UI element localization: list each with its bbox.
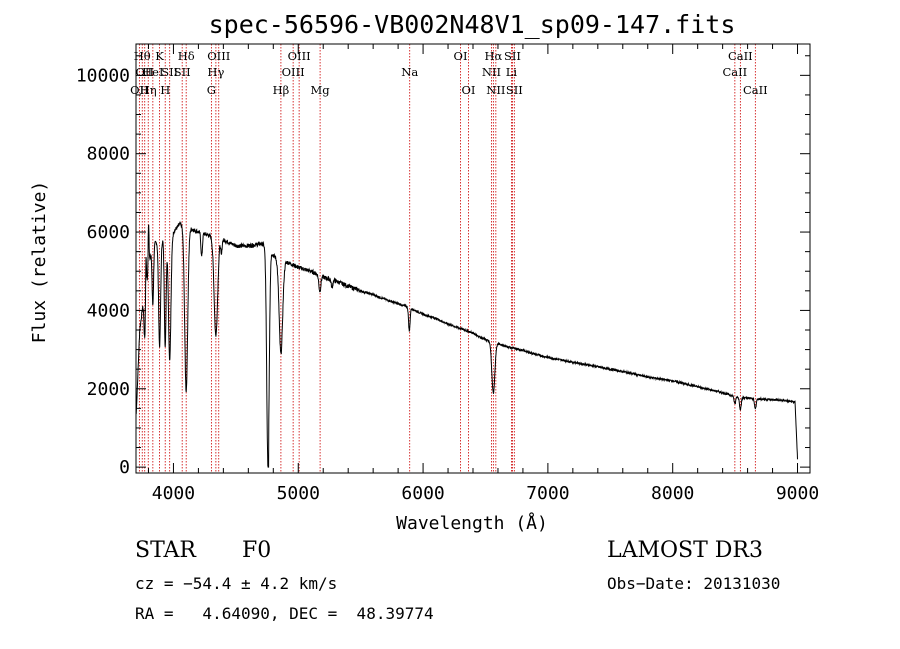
marker-label-caii: CaII [728,49,753,63]
marker-label-hβ: Hβ [273,83,290,97]
marker-label-oiii: OIII [282,65,305,79]
marker-label-caii: CaII [743,83,768,97]
marker-label-sii: SII [161,65,178,79]
marker-label-hη: Hη [140,83,157,97]
y-tick-label-2000: 2000 [87,379,130,400]
marker-label-na: Na [401,65,418,79]
marker-label-k: K [155,49,164,63]
y-tick-label-0: 0 [119,457,130,478]
marker-label-nii: NII [482,65,501,79]
object-class: STAR [135,538,196,563]
x-axis-label: Wavelength (Å) [396,512,548,534]
marker-label-h: H [160,83,170,97]
marker-label-sii: SII [504,49,521,63]
marker-label-sii: SII [174,65,191,79]
chart-title: spec-56596-VB002N48V1_sp09-147.fits [209,10,736,39]
line-markers [138,44,756,473]
marker-label-hδ: Hδ [178,49,195,63]
x-tick-label-8000: 8000 [651,483,694,504]
marker-label-hθ: Hθ [134,49,151,63]
observation-date: Obs−Date: 20131030 [607,574,781,593]
plot-frame [135,43,811,474]
x-tick-label-4000: 4000 [152,483,195,504]
marker-label-hγ: Hγ [207,65,224,79]
marker-label-hα: Hα [484,49,502,63]
marker-label-oi: OI [462,83,476,97]
spectrum-line [135,220,798,468]
x-tick-label-6000: 6000 [401,483,444,504]
marker-label-oi: OI [454,49,468,63]
marker-label-sii: SII [506,83,523,97]
x-tick-label-5000: 5000 [277,483,320,504]
marker-label-g: G [207,83,216,97]
marker-label-mg: Mg [311,83,331,97]
survey-label: LAMOST DR3 [607,538,763,563]
y-tick-label-4000: 4000 [87,300,130,321]
object-subclass: F0 [242,538,272,563]
marker-label-oii: OII [130,83,149,97]
marker-label-oiii: OIII [207,49,230,63]
line-marker-labels: OIIHθOIIHηHeIKHSIIHδSIIGHγOIIIHβOIIIOIII… [130,49,768,97]
marker-label-nii: NII [486,83,505,97]
marker-label-caii: CaII [722,65,747,79]
x-tick-label-9000: 9000 [776,483,819,504]
axis-tick-labels: 4000 5000 6000 7000 8000 9000 0 2000 4000 6000 800… [76,65,819,504]
marker-label-hei: HeI [142,65,163,79]
y-tick-label-6000: 6000 [87,222,130,243]
redshift-cz: cz = −54.4 ± 4.2 km/s [135,574,338,593]
x-tick-label-7000: 7000 [526,483,569,504]
ra-dec-coordinates: RA = 4.64090, DEC = 48.39774 [135,604,434,623]
y-axis-label: Flux (relative) [29,181,50,344]
y-tick-label-10000: 10000 [76,65,130,86]
spectrum-series [135,220,798,468]
marker-label-li: Li [506,65,518,79]
axis-ticks [136,44,810,473]
y-tick-label-8000: 8000 [87,144,130,165]
marker-label-oiii: OIII [288,49,311,63]
